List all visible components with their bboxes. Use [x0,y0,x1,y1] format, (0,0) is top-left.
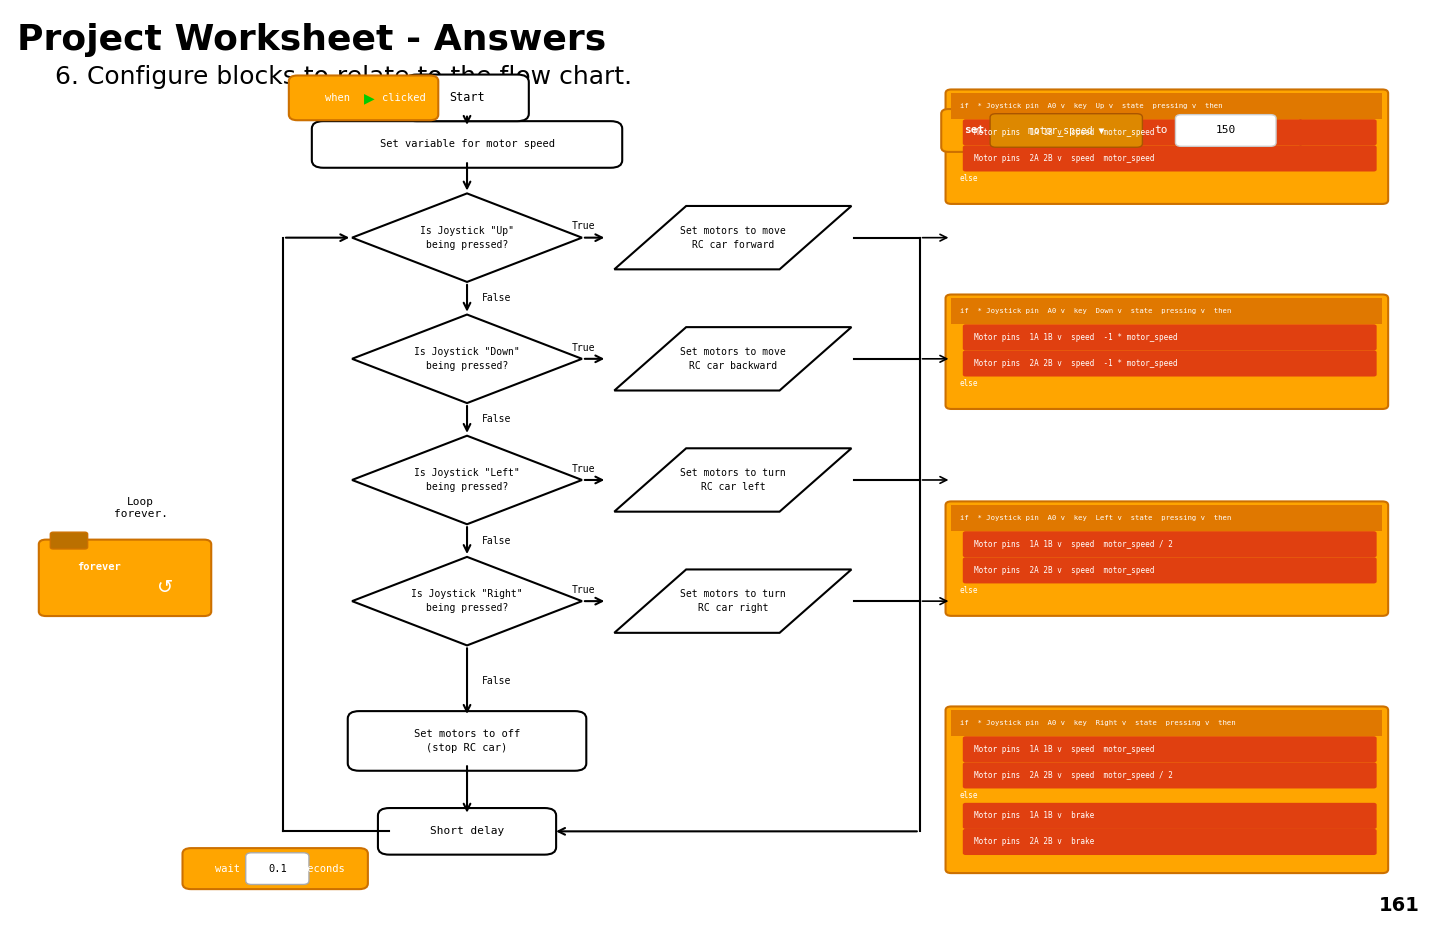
FancyBboxPatch shape [946,501,1388,616]
FancyBboxPatch shape [348,711,586,771]
Text: True: True [572,585,595,595]
Text: False: False [481,536,510,545]
Text: if  * Joystick pin  A0 v  key  Up v  state  pressing v  then: if * Joystick pin A0 v key Up v state pr… [960,103,1223,109]
Text: Motor pins  1A 1B v  speed  motor_speed / 2: Motor pins 1A 1B v speed motor_speed / 2 [974,540,1173,549]
Text: 6. Configure blocks to relate to the flow chart.: 6. Configure blocks to relate to the flo… [55,65,632,89]
Text: Short delay: Short delay [430,827,504,836]
Text: Motor pins  2A 2B v  speed  motor_speed: Motor pins 2A 2B v speed motor_speed [974,154,1155,163]
FancyBboxPatch shape [946,295,1388,409]
FancyBboxPatch shape [312,121,622,168]
Text: set: set [964,126,984,135]
Text: ▶: ▶ [364,90,375,105]
FancyBboxPatch shape [946,706,1388,873]
Text: True: True [572,222,595,231]
Text: Motor pins  2A 2B v  speed  -1 * motor_speed: Motor pins 2A 2B v speed -1 * motor_spee… [974,359,1178,368]
Text: Motor pins  1A 1B v  speed  motor_speed: Motor pins 1A 1B v speed motor_speed [974,128,1155,137]
Text: Start: Start [450,91,484,104]
Text: Set motors to move
RC car forward: Set motors to move RC car forward [680,226,786,250]
Text: seconds: seconds [302,864,345,873]
FancyBboxPatch shape [951,93,1382,119]
Text: 0.1: 0.1 [267,864,287,873]
FancyBboxPatch shape [951,505,1382,531]
Text: False: False [481,676,510,686]
FancyBboxPatch shape [182,848,368,889]
Text: if  * Joystick pin  A0 v  key  Left v  state  pressing v  then: if * Joystick pin A0 v key Left v state … [960,515,1232,521]
Polygon shape [352,557,582,645]
FancyBboxPatch shape [941,109,1300,152]
Text: Project Worksheet - Answers: Project Worksheet - Answers [17,23,606,57]
Text: Set motors to move
RC car backward: Set motors to move RC car backward [680,347,786,371]
Text: to: to [1154,126,1168,135]
Text: False: False [481,294,510,303]
Polygon shape [615,206,851,269]
Text: if  * Joystick pin  A0 v  key  Down v  state  pressing v  then: if * Joystick pin A0 v key Down v state … [960,308,1232,314]
FancyBboxPatch shape [963,829,1377,855]
Polygon shape [615,448,851,512]
Text: if  * Joystick pin  A0 v  key  Right v  state  pressing v  then: if * Joystick pin A0 v key Right v state… [960,720,1236,726]
Text: else: else [960,791,979,801]
FancyBboxPatch shape [990,114,1142,147]
Text: Motor pins  1A 1B v  brake: Motor pins 1A 1B v brake [974,812,1095,820]
Text: Loop
forever.: Loop forever. [114,497,168,519]
Text: else: else [960,379,979,389]
FancyBboxPatch shape [405,75,529,121]
Text: wait: wait [214,864,240,873]
Text: Set motors to turn
RC car left: Set motors to turn RC car left [680,468,786,492]
FancyBboxPatch shape [963,557,1377,583]
Text: True: True [572,464,595,473]
Text: Is Joystick "Left"
being pressed?: Is Joystick "Left" being pressed? [414,468,520,492]
Text: Is Joystick "Up"
being pressed?: Is Joystick "Up" being pressed? [420,226,514,250]
FancyBboxPatch shape [946,89,1388,204]
FancyBboxPatch shape [963,119,1377,145]
FancyBboxPatch shape [39,540,211,616]
FancyBboxPatch shape [50,532,88,549]
Polygon shape [352,194,582,281]
Text: clicked: clicked [382,93,425,103]
Text: Set variable for motor speed: Set variable for motor speed [379,140,555,149]
FancyBboxPatch shape [963,531,1377,557]
Text: Motor pins  2A 2B v  brake: Motor pins 2A 2B v brake [974,838,1095,846]
Text: else: else [960,586,979,596]
FancyBboxPatch shape [963,736,1377,762]
Text: Motor pins  2A 2B v  speed  motor_speed / 2: Motor pins 2A 2B v speed motor_speed / 2 [974,771,1173,780]
Text: forever: forever [78,562,121,571]
FancyBboxPatch shape [246,853,309,884]
FancyBboxPatch shape [963,145,1377,171]
Text: Motor pins  2A 2B v  speed  motor_speed: Motor pins 2A 2B v speed motor_speed [974,566,1155,575]
Text: else: else [960,174,979,184]
FancyBboxPatch shape [963,802,1377,829]
Text: when: when [325,93,351,103]
Text: True: True [572,343,595,352]
Polygon shape [615,327,851,391]
FancyBboxPatch shape [1175,115,1276,146]
Text: Motor pins  1A 1B v  speed  -1 * motor_speed: Motor pins 1A 1B v speed -1 * motor_spee… [974,333,1178,342]
FancyBboxPatch shape [378,808,556,855]
Text: motor_speed ▼: motor_speed ▼ [1027,125,1105,136]
Text: ↺: ↺ [157,578,174,596]
Text: Motor pins  1A 1B v  speed  motor_speed: Motor pins 1A 1B v speed motor_speed [974,745,1155,754]
Polygon shape [615,569,851,633]
Text: Is Joystick "Right"
being pressed?: Is Joystick "Right" being pressed? [411,589,523,613]
Text: Set motors to turn
RC car right: Set motors to turn RC car right [680,589,786,613]
Text: Set motors to off
(stop RC car): Set motors to off (stop RC car) [414,729,520,753]
Text: Is Joystick "Down"
being pressed?: Is Joystick "Down" being pressed? [414,347,520,371]
FancyBboxPatch shape [951,298,1382,324]
Polygon shape [352,315,582,403]
FancyBboxPatch shape [963,350,1377,377]
Text: 161: 161 [1380,897,1420,915]
Text: 150: 150 [1216,126,1236,135]
FancyBboxPatch shape [963,324,1377,350]
Text: False: False [481,415,510,424]
Polygon shape [352,436,582,524]
FancyBboxPatch shape [963,762,1377,788]
FancyBboxPatch shape [289,75,438,120]
FancyBboxPatch shape [951,710,1382,736]
